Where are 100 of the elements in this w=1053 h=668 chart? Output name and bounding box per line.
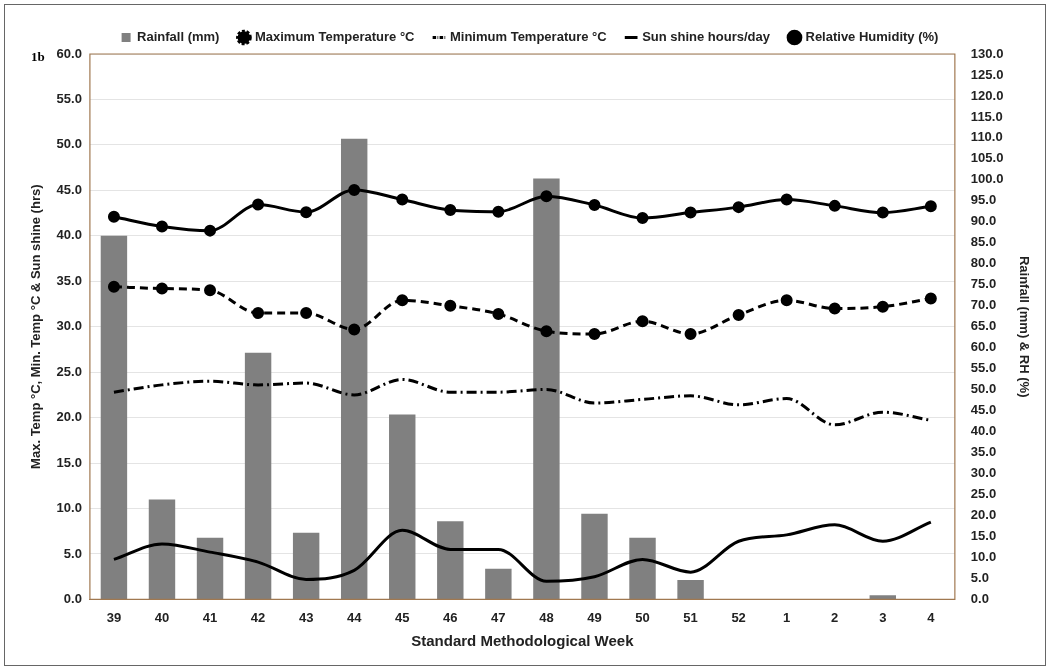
bar [869,595,896,600]
y2-tick-label: 70.0 [970,297,997,313]
x-tick-label: 49 [587,609,602,625]
y2-tick-label: 65.0 [970,318,997,334]
y-tick-label: 55.0 [56,91,82,107]
x-tick-label: 2 [831,609,839,625]
y-tick-label: 20.0 [56,409,82,425]
point [492,307,505,320]
legend-label: Rainfall (mm) [137,29,220,45]
y-tick-label: 30.0 [56,318,82,334]
y2-tick-label: 5.0 [970,570,989,585]
y2-tick-label: 10.0 [970,549,997,565]
x-tick-label: 50 [635,609,650,625]
point [348,323,361,336]
y2-tick-label: 25.0 [970,486,997,502]
x-tick-label: 39 [106,609,122,625]
x-tick-label: 52 [731,609,746,625]
x-tick-label: 43 [298,609,314,625]
x-tick-label: 1 [783,609,791,625]
point [300,307,313,320]
x-tick-label: 45 [395,609,410,625]
bar [677,580,704,600]
x-tick-label: 51 [683,609,698,625]
x-tick-label: 46 [443,609,458,625]
y2-axis-title: Rainfall (mm) & RH (%) [1016,255,1032,398]
point [204,284,217,297]
y2-tick-label: 80.0 [970,255,997,271]
point [588,199,601,212]
y2-tick-label: 105.0 [970,150,1004,166]
point [636,315,649,328]
x-tick-label: 44 [346,609,363,625]
x-tick-label: 41 [202,609,218,625]
x-tick-label: 47 [491,609,506,625]
point [300,206,313,219]
bar [292,532,320,600]
point [155,220,168,233]
x-tick-label: 40 [154,609,170,625]
y-tick-label: 50.0 [56,136,82,152]
x-tick-label: 48 [539,609,554,625]
y2-tick-label: 125.0 [970,66,1004,82]
legend-label: Sun shine hours/day [642,29,771,45]
point [204,224,217,237]
y-tick-label: 25.0 [56,363,82,379]
point [252,307,265,320]
bar [533,178,560,600]
bar [340,138,368,600]
point [348,183,361,196]
y-tick-label: 60.0 [56,45,82,61]
point [492,205,505,218]
legend-label: Relative Humidity (%) [805,29,939,45]
bar [437,521,464,600]
point [396,193,409,206]
point [732,201,745,214]
y2-tick-label: 0.0 [970,590,989,606]
text: 1b [31,49,45,65]
y-tick-label: 40.0 [56,227,82,243]
y2-tick-label: 35.0 [970,444,997,460]
point [444,299,457,312]
bar [100,235,128,600]
point [780,193,793,206]
y2-tick-label: 60.0 [970,339,997,355]
y2-tick-label: 30.0 [970,465,997,481]
legend-label: Minimum Temperature °C [449,29,608,45]
bar [389,414,416,600]
bar [629,537,656,600]
point [155,282,168,295]
y2-tick-label: 110.0 [970,129,1003,145]
x-axis-title: Standard Methodological Week [411,632,635,650]
y-axis-title: Max. Temp °C, Min. Temp °C & Sun shine (hrs) [28,184,44,469]
y-tick-label: 45.0 [56,181,82,197]
y2-tick-label: 55.0 [970,360,997,376]
point [540,325,553,338]
y2-tick-label: 115.0 [970,108,1003,124]
y2-tick-label: 95.0 [970,192,997,208]
bar [148,499,176,600]
y-tick-label: 10.0 [56,500,82,516]
point [876,300,889,313]
y2-tick-label: 120.0 [970,87,1004,103]
bar [485,568,512,600]
point [876,206,889,219]
point [636,212,649,225]
y2-tick-label: 90.0 [970,213,997,229]
y2-tick-label: 40.0 [970,423,997,439]
point [588,327,601,340]
bar [581,513,608,600]
y-tick-label: 5.0 [63,545,82,561]
y-tick-label: 15.0 [56,454,82,470]
y2-tick-label: 130.0 [970,45,1004,61]
point [924,200,937,213]
point [780,294,793,307]
y2-tick-label: 45.0 [970,402,997,418]
line-series [112,520,933,583]
bar [244,352,272,600]
point [252,198,265,211]
y-tick-label: 0.0 [63,590,82,606]
y2-tick-label: 100.0 [970,171,1004,187]
y2-tick-label: 20.0 [970,507,997,523]
point [107,280,120,293]
y2-tick-label: 50.0 [970,381,997,397]
x-tick-label: 3 [879,609,887,625]
